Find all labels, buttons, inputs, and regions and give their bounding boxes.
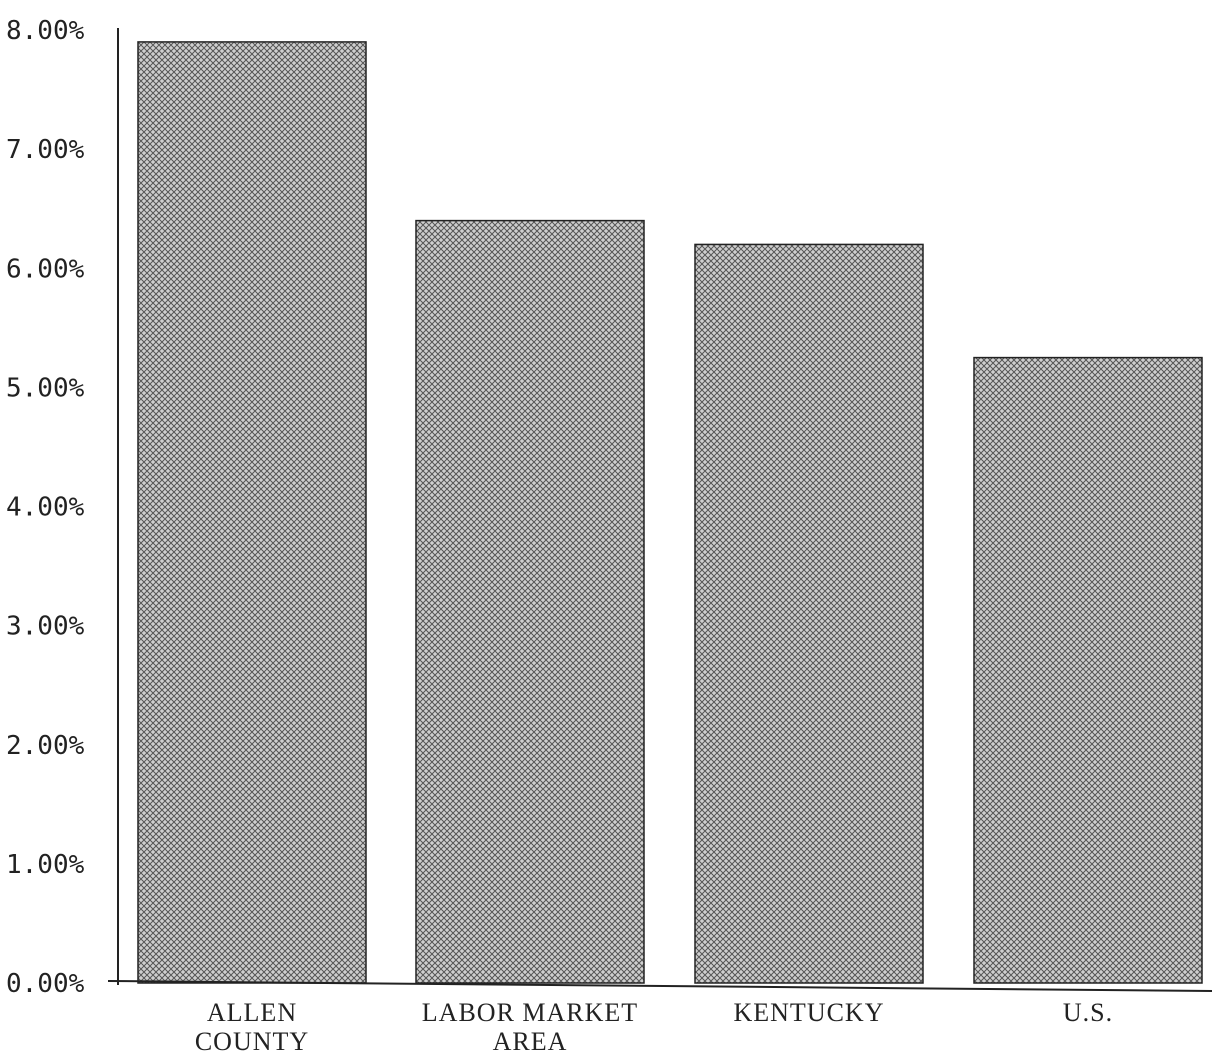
y-tick-label: 4.00%	[6, 493, 85, 523]
x-axis	[107, 980, 1213, 992]
y-tick-label: 1.00%	[6, 850, 85, 880]
bar	[415, 219, 645, 984]
x-category-label: U.S.	[1063, 998, 1113, 1027]
bar	[694, 243, 924, 984]
x-category-label: COUNTY	[195, 1027, 309, 1056]
x-category-label: AREA	[493, 1027, 568, 1056]
bar	[973, 356, 1203, 984]
x-category-label: LABOR MARKET	[422, 998, 638, 1027]
y-tick-label: 0.00%	[6, 969, 85, 999]
x-category-label: ALLEN	[207, 998, 297, 1027]
bars	[137, 41, 1203, 984]
y-tick-label: 6.00%	[6, 254, 85, 284]
y-tick-label: 3.00%	[6, 612, 85, 642]
y-tick-label: 2.00%	[6, 731, 85, 761]
y-tick-label: 8.00%	[6, 16, 85, 46]
x-category-label: KENTUCKY	[734, 998, 885, 1027]
y-axis-tick-labels: 0.00% 1.00% 2.00% 3.00% 4.00% 5.00% 6.00% 7.00%…	[6, 16, 85, 999]
bar	[137, 41, 367, 984]
y-tick-label: 7.00%	[6, 135, 85, 165]
y-tick-label: 5.00%	[6, 373, 85, 403]
